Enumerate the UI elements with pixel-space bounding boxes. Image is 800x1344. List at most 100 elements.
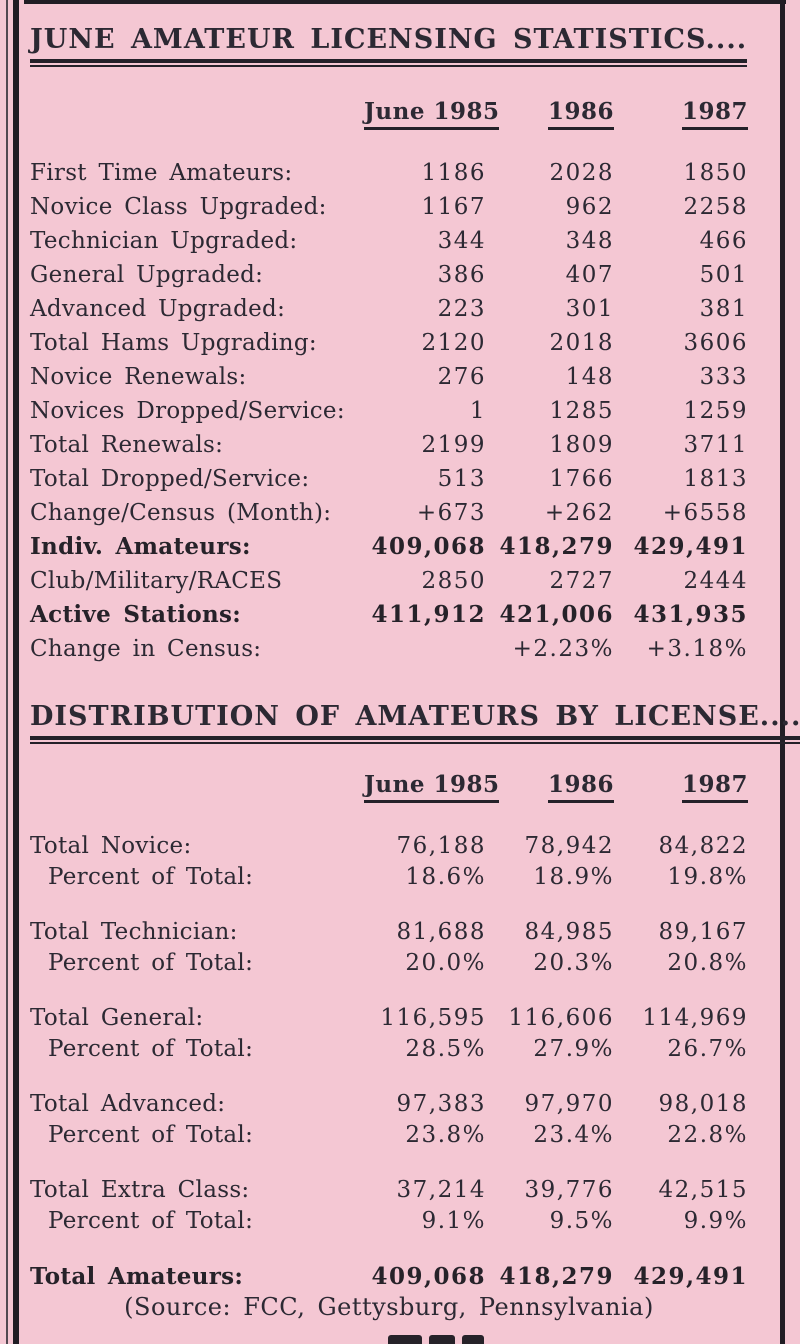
cell-june-1985: 1167 [421,194,486,220]
page-border-left-outer [6,0,8,1344]
table-row: Total Extra Class: 37,214 39,776 42,515 [30,1175,748,1206]
cell-june-1985: 23.8% [405,1122,486,1148]
row-label: Novice Renewals: [30,364,247,390]
column-header-label: 1986 [547,99,614,130]
cell-1986: 18.9% [533,864,614,890]
cell-1986: 2727 [549,568,614,594]
table-row: Indiv. Amateurs: 409,068 418,279 429,491 [30,530,748,564]
table-row: Percent of Total: 9.1% 9.5% 9.9% [30,1206,748,1237]
table-row: Novice Class Upgraded: 1167 962 2258 [30,190,748,224]
page-border-top [24,0,786,4]
cell-june-1985: 2120 [421,330,486,356]
cell-1986: 418,279 [499,1263,614,1290]
cell-1986: +2.23% [512,636,614,662]
cell-1987: 84,822 [658,833,748,859]
cell-june-1985: 223 [437,296,486,322]
cell-june-1985: 2199 [421,432,486,458]
row-label: Total Hams Upgrading: [30,330,317,356]
cell-1986: 9.5% [549,1208,614,1234]
column-header-label: 1987 [681,772,748,803]
cell-1986: 1766 [549,466,614,492]
table-row: Club/Military/RACES 2850 2727 2444 [30,564,748,598]
cell-1986: 27.9% [533,1036,614,1062]
cell-1987: 1850 [683,160,748,186]
section-distribution-by-license: DISTRIBUTION OF AMATEURS BY LICENSE.... … [30,666,800,1323]
cell-june-1985: 344 [437,228,486,254]
section-licensing-statistics: JUNE AMATEUR LICENSING STATISTICS.... Ju… [30,0,748,666]
table-row: Novice Renewals: 276 148 333 [30,360,748,394]
row-label: Change/Census (Month): [30,500,332,526]
licensing-statistics-table: June 1985 1986 1987 First Time Amateurs: 118… [30,99,748,666]
cell-1987: 2444 [683,568,748,594]
table-row: Percent of Total: 23.8% 23.4% 22.8% [30,1120,748,1151]
cell-1987: 26.7% [667,1036,748,1062]
table-row: Total General: 116,595 116,606 114,969 [30,1003,748,1034]
cell-1987: 1259 [683,398,748,424]
cell-1987: +6558 [662,500,748,526]
table-row: Advanced Upgraded: 223 301 381 [30,292,748,326]
title-underline-thick [30,59,748,63]
column-header: 1987 [614,99,748,130]
cell-1986: 23.4% [533,1122,614,1148]
cell-june-1985: 9.1% [421,1208,486,1234]
logo-fragment-block [462,1335,484,1344]
cell-june-1985: 409,068 [371,533,486,560]
cell-1986: 348 [565,228,614,254]
table-row: Total Technician: 81,688 84,985 89,167 [30,917,748,948]
cell-1986: 39,776 [524,1177,614,1203]
table-row: Change/Census (Month): +673 +262 +6558 [30,496,748,530]
cell-1987: 3606 [683,330,748,356]
cell-1987: 42,515 [658,1177,748,1203]
cell-1986: 418,279 [499,533,614,560]
table-row-group: Total Amateurs: 409,068 418,279 429,491 [30,1261,748,1292]
row-label: Technician Upgraded: [30,228,298,254]
table-row-group: Total Novice: 76,188 78,942 84,822 Percent o… [30,831,748,893]
cell-june-1985: 28.5% [405,1036,486,1062]
cell-june-1985: 81,688 [396,919,486,945]
cell-1987: 98,018 [658,1091,748,1117]
cell-1987: 2258 [683,194,748,220]
table-row: Change in Census: +2.23% +3.18% [30,632,748,666]
section-title-licensing: JUNE AMATEUR LICENSING STATISTICS.... [30,25,748,67]
cell-1987: 20.8% [667,950,748,976]
cell-1986: 20.3% [533,950,614,976]
row-label: Total Renewals: [30,432,224,458]
table-row: General Upgraded: 386 407 501 [30,258,748,292]
row-label: Percent of Total: [48,1122,254,1148]
cell-1987: 431,935 [633,601,748,628]
cell-june-1985: 76,188 [396,833,486,859]
cell-1986: 962 [565,194,614,220]
table-body: First Time Amateurs: 1186 2028 1850 Novice C… [30,156,748,666]
cell-1987: 3711 [683,432,748,458]
row-label: Total General: [30,1005,204,1031]
row-label: Total Extra Class: [30,1177,250,1203]
row-label: First Time Amateurs: [30,160,293,186]
row-label: Indiv. Amateurs: [30,533,251,560]
cell-1987: 9.9% [683,1208,748,1234]
source-note: (Source: FCC, Gettysburg, Pennsylvania) [124,1293,654,1321]
header-spacer [30,99,364,130]
table-row: Percent of Total: 20.0% 20.3% 20.8% [30,948,748,979]
cell-1987: +3.18% [646,636,748,662]
table-row: Technician Upgraded: 344 348 466 [30,224,748,258]
cell-1986: 1809 [549,432,614,458]
cell-1986: 301 [565,296,614,322]
cell-1987: 466 [699,228,748,254]
table-row: Total Hams Upgrading: 2120 2018 3606 [30,326,748,360]
title-underline-thin [30,742,800,744]
row-label: Percent of Total: [48,1036,254,1062]
table-row-group: Total Extra Class: 37,214 39,776 42,515 Perc… [30,1175,748,1237]
row-label: Total Advanced: [30,1091,226,1117]
cell-1986: 116,606 [508,1005,614,1031]
cut-off-logo-graphic [388,1335,488,1344]
cell-june-1985: 276 [437,364,486,390]
table-header-row: June 1985 1986 1987 [30,99,748,130]
cell-1987: 19.8% [667,864,748,890]
table-row: Percent of Total: 28.5% 27.9% 26.7% [30,1034,748,1065]
row-label: Total Amateurs: [30,1263,244,1290]
title-underline-thin [30,65,748,67]
header-spacer [30,772,364,803]
row-label: Percent of Total: [48,950,254,976]
cell-1986: 97,970 [524,1091,614,1117]
